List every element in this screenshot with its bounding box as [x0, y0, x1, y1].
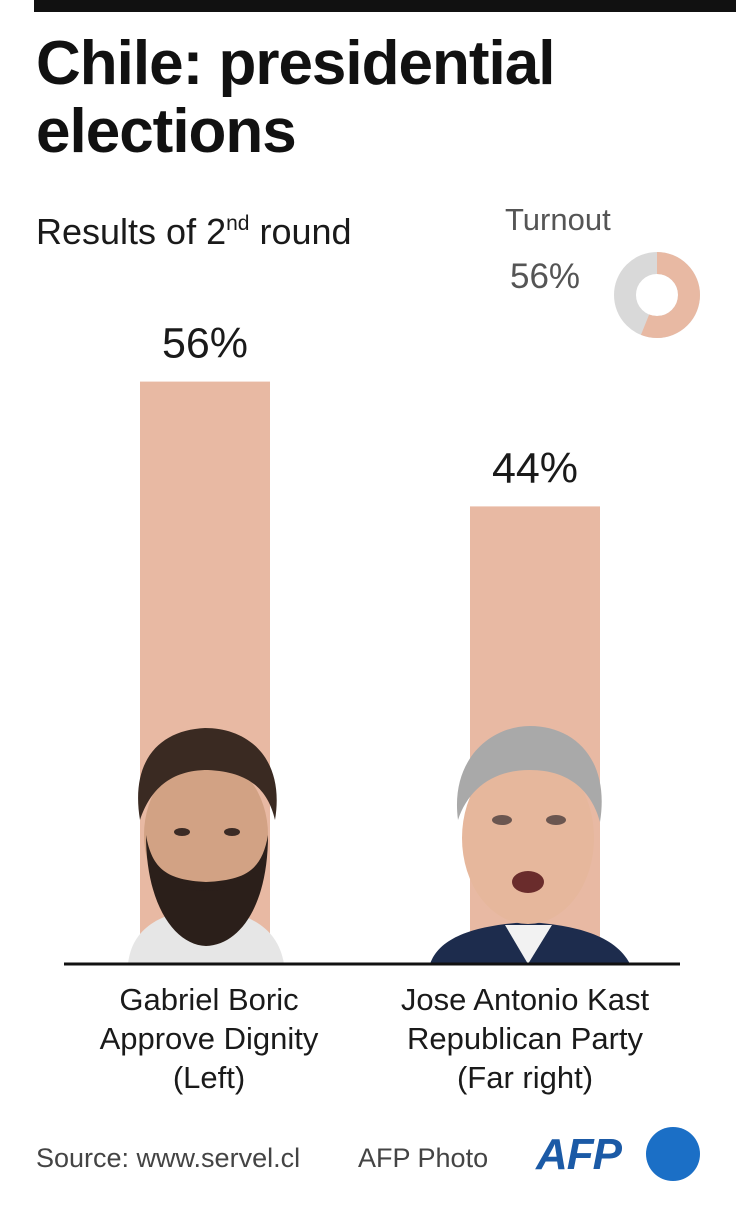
candidate-name: Gabriel Boric	[119, 982, 299, 1017]
bar-value-label: 56%	[162, 320, 248, 368]
subtitle-ordinal: nd	[226, 212, 250, 235]
turnout-donut-chart	[614, 252, 700, 338]
bar-value-label: 44%	[492, 444, 578, 492]
value-labels-layer: 56% 44%	[162, 320, 578, 493]
page-title: Chile: presidential elections	[36, 29, 555, 166]
photo-credit: AFP Photo	[358, 1143, 489, 1173]
turnout-donut-share	[614, 252, 700, 338]
chart-subtitle: Results of 2nd round	[36, 210, 352, 254]
candidate-portrait-icon	[128, 728, 284, 964]
afp-logo-dot-icon	[646, 1127, 700, 1181]
afp-logo-text: AFP	[536, 1130, 622, 1179]
candidate-party: Republican Party	[406, 1021, 644, 1056]
subtitle-rest: round	[249, 211, 352, 252]
source-note: Source: www.servel.cl	[36, 1143, 301, 1173]
candidate-orientation: (Left)	[172, 1060, 246, 1095]
candidate-label-group: Gabriel Boric Approve Dignity (Left)	[44, 980, 374, 1097]
afp-logo: AFP	[536, 1125, 706, 1185]
subtitle-main: Results of 2	[36, 211, 227, 252]
candidate-portrait-icon	[430, 726, 630, 964]
candidate-name: Jose Antonio Kast	[400, 982, 650, 1017]
turnout-label: Turnout	[505, 202, 611, 237]
candidate-label-group: Jose Antonio Kast Republican Party (Far …	[360, 980, 690, 1097]
turnout-value: 56%	[510, 257, 581, 296]
candidate-orientation: (Far right)	[456, 1060, 594, 1095]
candidate-party: Approve Dignity	[99, 1021, 319, 1056]
top-rule	[34, 0, 736, 12]
